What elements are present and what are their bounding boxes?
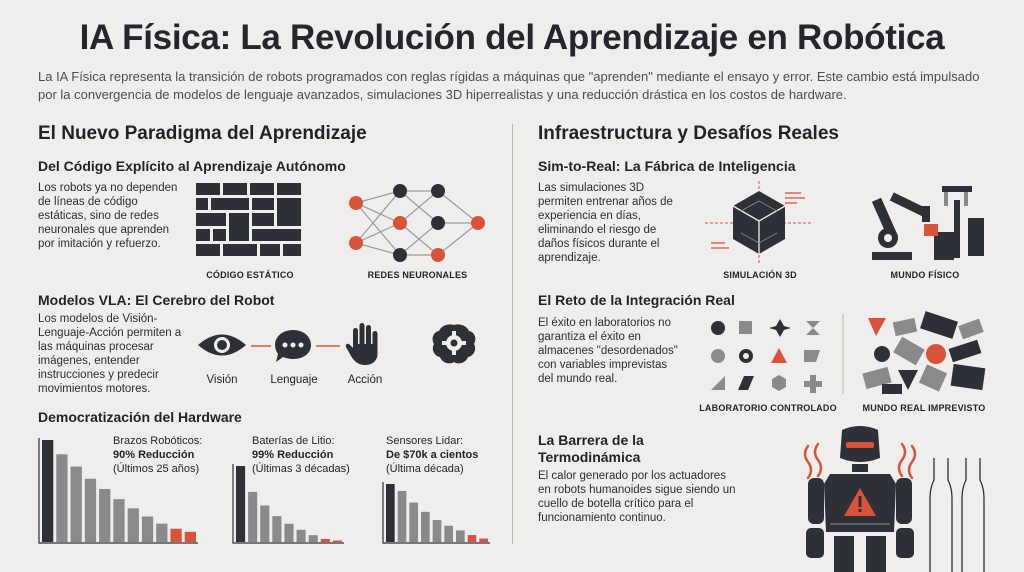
chart-bar [84,478,97,542]
thermo-subheading: La Barrera de la Termodinámica [538,432,644,465]
vla-text: Los modelos de Visión-Lenguaje-Acción pe… [38,313,182,395]
brick-wall-icon [196,183,301,256]
chart-bar [236,466,246,542]
chart-bar [170,528,182,542]
caption-controlled-lab: LABORATORIO CONTROLADO [699,403,837,413]
right-section-heading: Infraestructura y Desafíos Reales [538,123,839,144]
column-divider [512,124,513,544]
caption-neural-networks: REDES NEURONALES [367,270,468,280]
chart-bar [397,490,407,542]
chart-axis [232,464,344,544]
messy-real-world-icon [862,311,986,394]
simulation-cube-icon [705,181,813,263]
chart-bar [467,535,477,542]
chart-bar [332,540,342,542]
label-action: Acción [347,374,383,386]
robot-arms-cost-chart [38,438,198,544]
thermo-text: El calor generado por los actuadores en … [538,470,736,524]
chart-bar [127,508,139,542]
connector-line [316,345,340,347]
chart-bar [156,523,168,542]
lidar-cost-chart [382,482,490,544]
hardware-subheading: Democratización del Hardware [38,409,242,425]
left-section-heading: El Nuevo Paradigma del Aprendizaje [38,123,367,144]
controlled-lab-grid-icon [711,319,822,393]
industrial-robot-icon [871,186,984,260]
speech-bubble-icon [275,330,311,362]
chart-bar [296,529,306,542]
code-text: Los robots ya no dependen de líneas de c… [38,182,178,250]
chart-bar [260,505,270,542]
code-subheading: Del Código Explícito al Aprendizaje Autó… [38,158,346,174]
vla-subheading: Modelos VLA: El Cerebro del Robot [38,292,275,308]
chart-bar [320,538,330,542]
chart-axis [38,438,198,544]
chart-bar [248,491,258,542]
caption-unpredictable-world: MUNDO REAL IMPREVISTO [862,403,986,413]
chart-bar [141,516,154,542]
chart-bar [56,454,68,542]
chart-bar [456,530,465,542]
integration-subheading: El Reto de la Integración Real [538,292,735,308]
hand-icon [345,323,378,365]
caption-simulation: SIMULACIÓN 3D [723,270,797,280]
brain-gear-icon [432,324,476,364]
chart-bar [479,538,488,542]
chart-bar [386,484,395,542]
label-language: Lenguaje [270,374,318,386]
heat-flask-silhouettes [929,458,985,572]
sim-subheading: Sim-to-Real: La Fábrica de Inteligencia [538,158,796,174]
chart-bar [444,525,453,542]
overheating-humanoid-icon [803,426,917,572]
chart-axis [382,482,490,544]
chart-bar [432,519,442,542]
sim-text: Las simulaciones 3D permiten entrenar añ… [538,182,673,264]
eye-icon [198,334,246,356]
page-title: IA Física: La Revolución del Aprendizaje… [79,18,945,57]
chart-bar [308,535,318,542]
chart-bar [99,488,111,542]
chart-bar [184,531,196,542]
chart-bar [113,499,125,542]
label-vision: Visión [206,374,238,386]
chart-bar [409,502,418,542]
caption-static-code: CÓDIGO ESTÁTICO [206,270,294,280]
chart-bar [284,523,294,542]
lab-separator [842,314,844,394]
chart-bar [272,516,282,542]
chart-bar [421,511,430,542]
intro-text: La IA Física representa la transición de… [38,69,980,102]
chart-bar [42,440,54,542]
caption-physical-world: MUNDO FÍSICO [890,270,960,280]
hw-lidar-label: Sensores Lidar: De $70k a cientos (Últim… [386,435,479,475]
hw-lithium-label: Baterías de Litio: 99% Reducción (Última… [252,435,350,475]
chart-bar [70,466,82,542]
lithium-battery-cost-chart [232,464,344,544]
hw-robot-arms-label: Brazos Robóticos: 90% Reducción (Últimos… [113,435,203,475]
connector-line [251,345,271,347]
neural-network-icon [349,184,485,262]
integration-text: El éxito en laboratorios no garantiza el… [538,317,678,385]
